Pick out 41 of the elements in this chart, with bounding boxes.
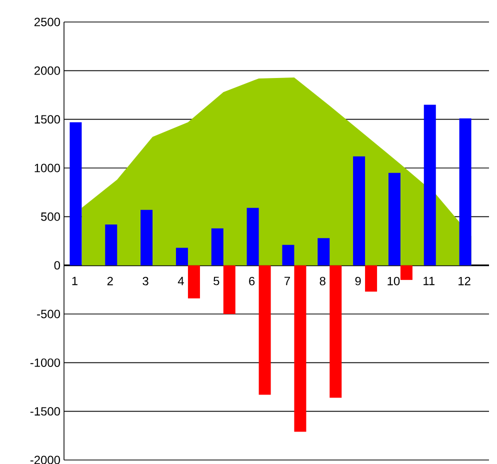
bar [105, 224, 118, 266]
x-tick-label: 1 [72, 276, 78, 286]
x-tick-label: 4 [178, 276, 184, 286]
bar [400, 265, 412, 280]
bar [318, 238, 330, 266]
x-tick-label: 5 [214, 276, 220, 286]
y-tick-label: 1000 [34, 164, 60, 172]
x-tick-label: 7 [284, 276, 290, 286]
bar [365, 265, 378, 292]
bar [140, 210, 153, 266]
bar [353, 156, 366, 266]
y-tick-label: -1000 [30, 358, 60, 367]
y-tick-label: -1500 [30, 407, 60, 416]
bar [176, 248, 188, 266]
x-tick-label: 8 [320, 276, 326, 286]
x-tick-label: 11 [424, 276, 434, 286]
bar [388, 172, 400, 266]
bar [282, 244, 294, 266]
bar [211, 228, 224, 266]
y-tick-label: 500 [41, 212, 60, 221]
bar [424, 104, 436, 266]
y-tick-label: -2000 [30, 456, 60, 464]
bar [294, 265, 306, 432]
x-tick-label: 6 [249, 276, 255, 286]
y-tick-label: -500 [37, 310, 60, 318]
x-tick-label: 2 [107, 276, 113, 286]
bar [70, 122, 82, 266]
y-tick-label: 2000 [34, 66, 60, 75]
y-tick-label: 0 [54, 261, 60, 270]
bar [330, 265, 342, 398]
x-tick-label: 10 [388, 276, 400, 286]
bar [258, 265, 271, 395]
bar [459, 118, 472, 266]
y-tick-label: 2500 [34, 18, 60, 26]
x-tick-label: 3 [142, 276, 148, 286]
bar [246, 208, 259, 266]
bar [188, 265, 200, 298]
x-tick-label: 12 [458, 276, 470, 286]
x-tick-label: 9 [355, 276, 361, 286]
bar [223, 265, 236, 314]
y-tick-label: 1500 [34, 115, 60, 124]
